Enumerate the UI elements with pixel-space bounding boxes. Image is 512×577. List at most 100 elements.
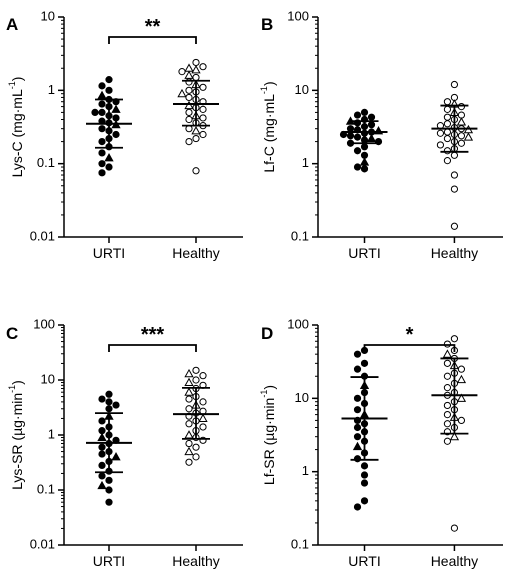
data-point-circle	[353, 394, 362, 402]
data-point-circle	[353, 147, 362, 155]
x-category-label: URTI	[93, 553, 125, 569]
data-point-circle	[185, 420, 193, 428]
data-point-circle	[98, 169, 106, 177]
y-tick-label: 0.1	[291, 536, 309, 551]
data-point-triangle	[184, 430, 194, 439]
data-point-circle	[457, 416, 466, 425]
data-point-circle	[436, 129, 445, 137]
data-point-circle	[360, 497, 369, 505]
significance-label: **	[145, 16, 161, 38]
x-category-label: URTI	[348, 553, 380, 569]
y-tick-label: 10	[41, 371, 55, 386]
data-point-circle	[360, 108, 369, 117]
data-point-circle	[105, 390, 113, 398]
y-tick-label: 0.1	[37, 155, 55, 170]
data-point-circle	[185, 78, 193, 86]
data-point-triangle	[97, 90, 107, 100]
y-tick-label: 1	[302, 463, 309, 478]
data-point-circle	[185, 93, 193, 102]
data-point-circle	[98, 395, 106, 403]
data-point-circle	[105, 163, 113, 171]
data-point-circle	[105, 486, 113, 494]
data-point-circle	[450, 335, 459, 343]
data-point-circle	[192, 366, 200, 374]
data-point-circle	[367, 113, 376, 121]
data-point-circle	[443, 359, 452, 367]
y-axis-label: Lf-C (mg·mL-1)	[259, 81, 276, 172]
data-point-circle	[98, 149, 106, 157]
data-point-circle	[185, 108, 193, 117]
data-point-circle	[91, 108, 99, 117]
data-point-circle	[360, 165, 369, 173]
data-point-circle	[178, 68, 186, 76]
data-point-circle	[105, 398, 113, 406]
data-point-triangle	[456, 374, 467, 384]
data-point-circle	[367, 121, 376, 129]
data-point-triangle	[359, 157, 370, 166]
data-point-circle	[436, 141, 445, 149]
data-point-circle	[199, 114, 207, 122]
panel-c: C 0.01 0.1 1 10 100 URTI Healthy Lys-SR (µg·min-…	[6, 316, 243, 569]
data-point-circle	[450, 171, 459, 179]
data-point-triangle	[97, 432, 107, 442]
significance-bracket	[108, 36, 197, 44]
data-point-triangle	[191, 126, 201, 135]
data-point-circle	[112, 401, 120, 409]
data-point-circle	[192, 134, 200, 143]
data-point-circle	[185, 405, 193, 413]
data-point-circle	[353, 433, 362, 441]
significance-bracket	[363, 344, 456, 352]
y-tick-label: 0.01	[30, 536, 55, 551]
data-point-circle	[199, 63, 207, 71]
data-point-triangle	[177, 88, 187, 98]
y-tick-label: 1	[302, 155, 309, 170]
data-point-circle	[450, 151, 459, 159]
data-point-circle	[185, 458, 193, 466]
data-point-circle	[443, 120, 452, 128]
data-point-circle	[105, 76, 113, 84]
data-point-circle	[185, 115, 193, 124]
significance-label: ***	[141, 324, 165, 346]
data-point-circle	[98, 82, 106, 90]
data-point-circle	[443, 401, 452, 410]
data-point-circle	[450, 222, 459, 230]
data-point-triangle	[111, 104, 121, 113]
significance-label: *	[406, 324, 414, 346]
x-category-label: URTI	[348, 245, 380, 261]
panel-b: B 0.1 1 10 100 URTI Healthy Lf-C (mg·mL-1)	[259, 8, 503, 261]
significance-bracket	[108, 344, 197, 352]
y-axis-label: Lys-SR (µg·min-1)	[7, 380, 24, 490]
data-point-circle	[98, 108, 106, 117]
data-point-circle	[199, 130, 207, 139]
data-point-circle	[199, 105, 207, 113]
data-point-circle	[443, 340, 452, 348]
data-point-circle	[450, 524, 459, 532]
data-point-circle	[443, 134, 452, 143]
data-point-circle	[353, 111, 362, 119]
data-point-circle	[185, 439, 193, 448]
panel-letter: D	[261, 324, 273, 343]
x-category-label: Healthy	[172, 553, 219, 569]
data-point-circle	[192, 167, 200, 175]
y-tick-label: 0.1	[37, 481, 55, 496]
data-point-circle	[457, 103, 466, 111]
y-tick-label: 100	[33, 316, 55, 331]
y-tick-label: 1	[48, 82, 55, 97]
data-point-circle	[443, 105, 452, 113]
data-point-circle	[450, 185, 459, 193]
data-point-circle	[105, 476, 113, 484]
data-point-circle	[360, 359, 369, 367]
data-point-circle	[98, 461, 106, 470]
data-point-circle	[192, 73, 200, 82]
data-point-circle	[457, 139, 466, 147]
data-point-circle	[443, 113, 452, 121]
y-axis-label: Lys-C (mg·mL-1)	[7, 77, 24, 178]
data-point-circle	[443, 437, 452, 445]
data-point-circle	[105, 86, 113, 94]
data-point-circle	[443, 420, 452, 428]
data-point-circle	[98, 450, 106, 458]
data-point-circle	[185, 395, 193, 403]
data-point-triangle	[184, 368, 194, 378]
data-point-circle	[443, 411, 452, 419]
data-point-circle	[353, 423, 362, 432]
